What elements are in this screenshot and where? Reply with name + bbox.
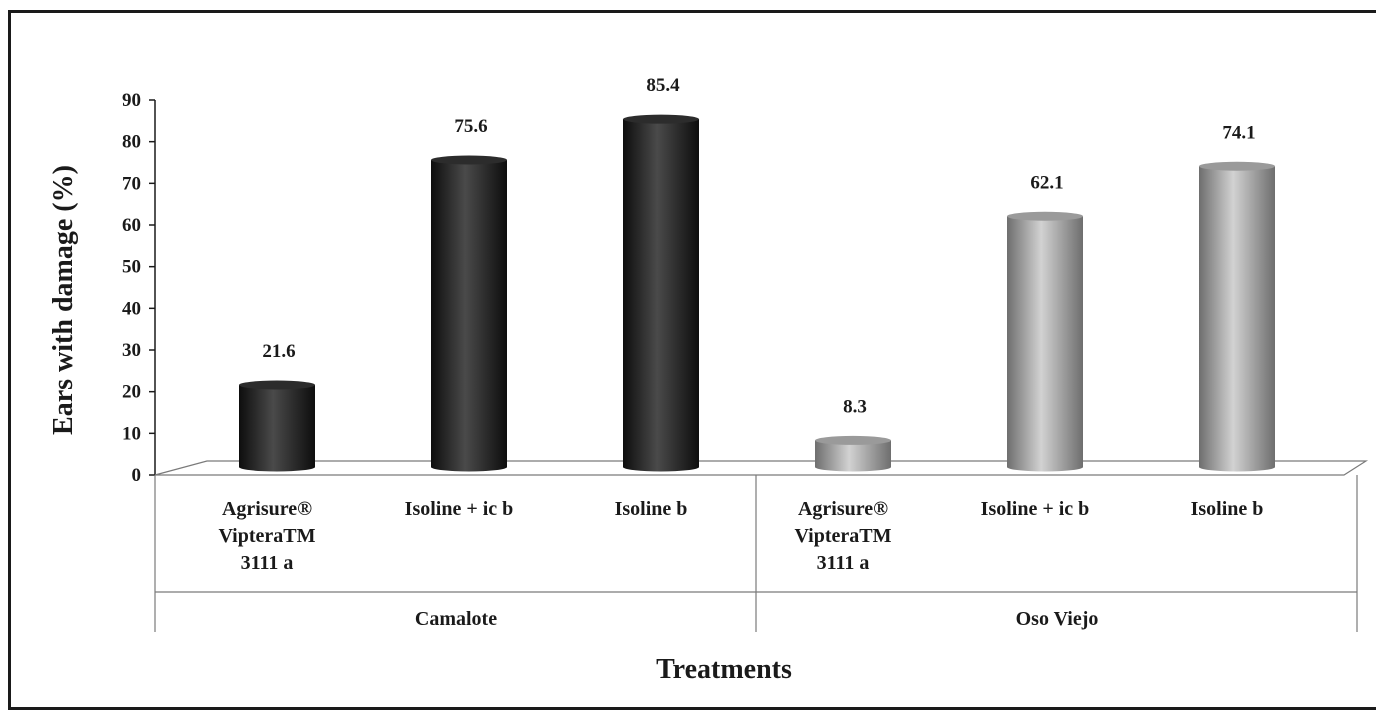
data-label: 62.1 bbox=[1030, 172, 1063, 193]
data-label: 85.4 bbox=[646, 75, 680, 96]
category-label: Isoline + ic b bbox=[981, 498, 1090, 520]
bar bbox=[1007, 216, 1083, 472]
group-labels: Camalote Oso Viejo bbox=[415, 608, 1098, 630]
data-label: 21.6 bbox=[262, 341, 295, 362]
category-label: VipteraTM bbox=[218, 525, 315, 547]
data-label: 75.6 bbox=[454, 116, 487, 137]
bar-top bbox=[623, 114, 699, 124]
y-tick-label: 30 bbox=[122, 340, 141, 361]
floor-plane bbox=[154, 460, 1369, 476]
y-tick-label: 50 bbox=[122, 257, 141, 278]
y-tick-label: 20 bbox=[122, 382, 141, 403]
bar-top bbox=[1199, 161, 1275, 171]
chart-floor bbox=[154, 460, 1369, 476]
category-label: Agrisure® bbox=[222, 498, 312, 520]
x-axis-title: Treatments bbox=[656, 654, 792, 685]
y-tick-label: 90 bbox=[122, 90, 141, 111]
axes bbox=[149, 99, 1358, 632]
group-label: Camalote bbox=[415, 608, 497, 630]
y-tick-label: 60 bbox=[122, 215, 141, 236]
y-tick-labels: 0 10 20 30 40 50 60 70 80 90 bbox=[122, 90, 141, 486]
category-label: Agrisure® bbox=[798, 498, 888, 520]
bar-top bbox=[1007, 211, 1083, 221]
bar bbox=[431, 160, 507, 472]
category-label: Isoline + ic b bbox=[405, 498, 514, 520]
data-labels: 21.6 75.6 85.4 8.3 62.1 74.1 bbox=[262, 75, 1255, 417]
data-label: 8.3 bbox=[843, 396, 867, 417]
category-label: Isoline b bbox=[615, 498, 688, 520]
bar-top bbox=[239, 380, 315, 390]
category-label: 3111 a bbox=[817, 552, 870, 574]
bar bbox=[815, 440, 891, 472]
category-label: Isoline b bbox=[1191, 498, 1264, 520]
y-tick-label: 70 bbox=[122, 173, 141, 194]
bar bbox=[1199, 166, 1275, 472]
y-axis-title: Ears with damage (%) bbox=[48, 165, 79, 435]
y-tick-label: 80 bbox=[122, 132, 141, 153]
y-tick-label: 10 bbox=[122, 423, 141, 444]
bar bbox=[239, 385, 315, 472]
category-labels: Agrisure® VipteraTM 3111 a Isoline + ic b Is… bbox=[218, 498, 1263, 574]
y-tick-label: 40 bbox=[122, 298, 141, 319]
bar bbox=[623, 119, 699, 472]
bar-top bbox=[431, 155, 507, 165]
group-label: Oso Viejo bbox=[1016, 608, 1099, 630]
category-label: VipteraTM bbox=[794, 525, 891, 547]
bar-top bbox=[815, 435, 891, 445]
y-tick-label: 0 bbox=[132, 465, 142, 486]
bars bbox=[239, 114, 1275, 472]
data-label: 74.1 bbox=[1222, 122, 1255, 143]
category-label: 3111 a bbox=[241, 552, 294, 574]
